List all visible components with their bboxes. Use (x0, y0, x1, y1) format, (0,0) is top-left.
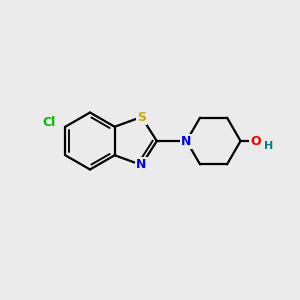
Text: O: O (250, 134, 261, 148)
Text: N: N (136, 158, 147, 172)
Text: H: H (263, 140, 273, 151)
Text: Cl: Cl (42, 116, 56, 129)
Text: N: N (181, 134, 192, 148)
Text: S: S (137, 110, 146, 124)
